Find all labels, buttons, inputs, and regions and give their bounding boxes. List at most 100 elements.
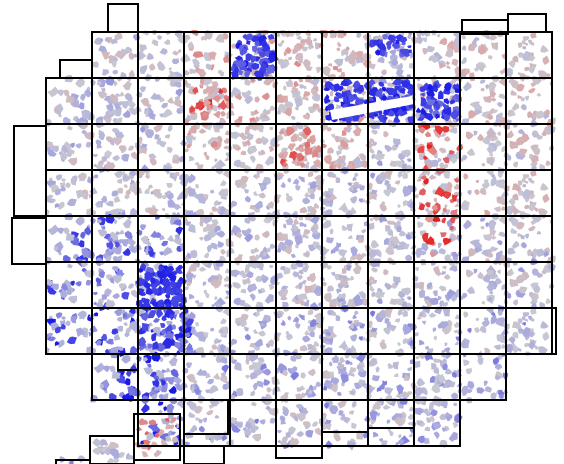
precinct-shape [389, 186, 397, 194]
precinct-shape [188, 188, 196, 197]
precinct-shape [167, 199, 177, 208]
precinct-shape [93, 154, 98, 158]
precinct-shape [512, 299, 519, 306]
precinct-shape [495, 277, 502, 285]
precinct-shape [129, 182, 139, 193]
precinct-shape [230, 200, 237, 207]
precinct-shape [102, 386, 108, 391]
precinct-shape [494, 374, 501, 381]
precinct-shape [70, 280, 75, 286]
precinct-shape [214, 87, 221, 95]
precinct-shape [453, 178, 460, 184]
precinct-shape [127, 455, 134, 460]
precinct-shape [140, 65, 148, 74]
precinct-shape [192, 51, 204, 58]
precinct-shape [119, 100, 129, 109]
precinct-shape [47, 149, 57, 157]
precinct-shape [307, 187, 313, 195]
precinct-shape [313, 203, 320, 209]
precinct-shape [114, 105, 122, 117]
precinct-shape [355, 183, 362, 190]
precinct-shape [308, 389, 313, 395]
precinct-shape [232, 63, 237, 68]
precinct-shape [249, 293, 256, 302]
precinct-shape [437, 271, 442, 277]
precinct-shape [195, 322, 199, 327]
precinct-shape [202, 226, 209, 233]
precinct-shape [203, 98, 212, 107]
precinct-shape [128, 245, 136, 254]
precinct-shape [258, 111, 267, 122]
precinct-shape [385, 87, 398, 96]
precinct-shape [461, 45, 467, 51]
precinct-shape [379, 49, 386, 57]
precinct-shape [129, 207, 138, 217]
precinct-shape [249, 371, 258, 380]
precinct-shape [261, 274, 266, 279]
precinct-shape [93, 292, 98, 296]
precinct-shape [304, 97, 309, 101]
precinct-shape [174, 233, 181, 240]
precinct-shape [446, 289, 455, 299]
precinct-shape [372, 40, 380, 45]
precinct-shape [538, 208, 548, 217]
precinct-shape [174, 342, 181, 349]
precinct-shape [463, 359, 470, 366]
precinct-shape [297, 136, 303, 142]
precinct-shape [518, 329, 524, 334]
precinct-shape [336, 301, 342, 308]
precinct-shape [142, 357, 148, 362]
precinct-shape [300, 300, 306, 306]
precinct-shape [248, 146, 256, 153]
precinct-shape [388, 48, 397, 56]
precinct-shape [371, 129, 378, 135]
precinct-shape [376, 387, 382, 392]
precinct-shape [449, 215, 456, 224]
precinct-shape [350, 186, 354, 191]
precinct-shape [61, 178, 66, 182]
precinct-shape [178, 276, 183, 282]
precinct-shape [349, 366, 357, 373]
precinct-shape [333, 96, 340, 103]
precinct-shape [288, 426, 296, 435]
precinct-shape [213, 338, 221, 345]
precinct-shape [222, 326, 228, 333]
precinct-shape [140, 97, 149, 106]
precinct-shape [355, 321, 362, 328]
precinct-shape [107, 102, 114, 112]
precinct-shape [93, 301, 97, 305]
precinct-shape [46, 180, 56, 188]
precinct-shape [215, 33, 226, 43]
precinct-shape [268, 145, 275, 153]
precinct-shape [466, 286, 476, 294]
precinct-shape [321, 369, 330, 379]
precinct-shape [241, 272, 247, 279]
precinct-shape [115, 231, 121, 236]
precinct-shape [442, 105, 452, 115]
precinct-shape [369, 276, 375, 282]
precinct-shape [168, 424, 174, 430]
precinct-shape [242, 33, 247, 39]
precinct-shape [295, 244, 299, 249]
precinct-shape [57, 89, 65, 97]
precinct-shape [198, 266, 207, 272]
precinct-shape [343, 416, 351, 424]
precinct-shape [75, 143, 82, 149]
precinct-shape [479, 325, 487, 334]
precinct-shape [61, 141, 72, 152]
precinct-shape [93, 163, 97, 167]
precinct-shape [148, 112, 155, 119]
precinct-shape [146, 363, 152, 368]
precinct-shape [543, 247, 550, 253]
precinct-shape [266, 247, 271, 253]
precinct-shape [466, 131, 474, 140]
precinct-shape [407, 421, 413, 426]
precinct-shape [209, 189, 215, 194]
precinct-shape [394, 281, 399, 286]
precinct-shape [280, 40, 285, 44]
precinct-shape [283, 349, 292, 357]
precinct-shape [453, 329, 459, 334]
grid-edge-box [275, 445, 323, 459]
precinct-shape [418, 340, 425, 346]
precinct-shape [520, 234, 525, 240]
